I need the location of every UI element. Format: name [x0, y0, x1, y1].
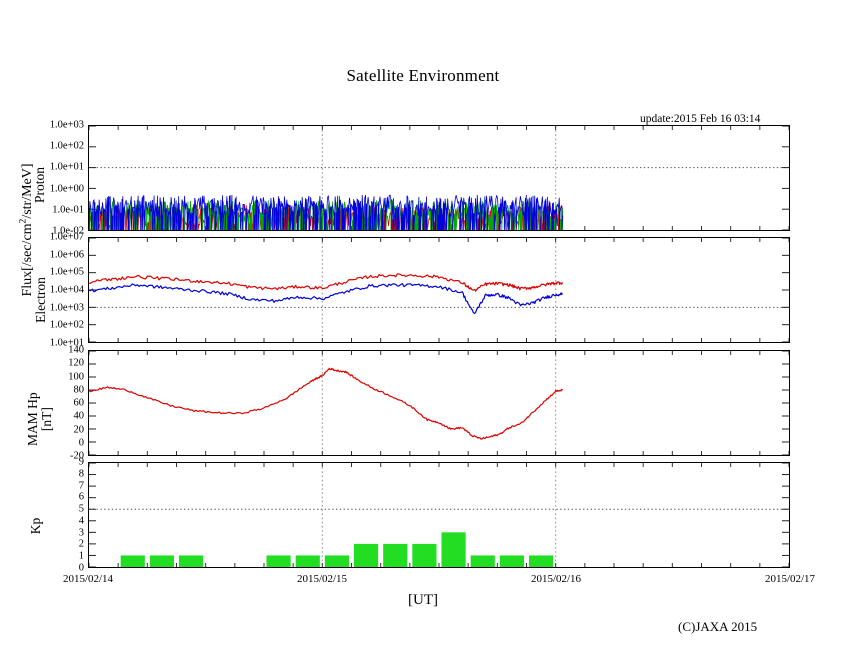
kp-bar [324, 555, 349, 567]
y-tick-label: 1.0e+02 [49, 140, 84, 152]
y-tick-label: -20 [70, 450, 84, 462]
y-tick-label: 9 [78, 456, 84, 468]
kp-bar [383, 543, 408, 567]
panel-mam-hp [88, 350, 790, 456]
y-tick-label: 8 [78, 468, 84, 480]
kp-plot-area [89, 463, 789, 567]
y-tick-label: 0 [78, 437, 84, 449]
kp-bar [470, 555, 495, 567]
kp-bar [441, 532, 466, 567]
series-mam-hp-trace [89, 368, 563, 439]
series-electron-upper [89, 274, 563, 291]
mam-hp-plot-area [89, 351, 789, 455]
kp-bar [149, 555, 174, 567]
y-tick-label: 1.0e+03 [49, 302, 84, 314]
y-tick-label: 3 [78, 527, 84, 539]
y-tick-label: 1.0e+02 [49, 319, 84, 331]
kp-bar [354, 543, 379, 567]
y-tick-label: 1.0e-02 [52, 225, 84, 237]
y-tick-label: 140 [68, 344, 84, 356]
y-tick-label: 80 [73, 384, 85, 396]
panel-kp-index [88, 462, 790, 568]
y-tick-label: 5 [78, 503, 84, 515]
y-tick-label: 1.0e+04 [49, 284, 84, 296]
panel-proton-flux [88, 125, 790, 231]
series-proton-low-energy [89, 195, 563, 230]
y-tick-label: 4 [78, 515, 84, 527]
page-title: Satellite Environment [346, 66, 500, 85]
y-tick-label: 20 [73, 424, 85, 435]
y-tick-label: 2 [78, 538, 84, 550]
y-tick-label: 1 [78, 550, 84, 562]
y-tick-label: 120 [68, 357, 84, 369]
y-tick-label: 60 [73, 397, 85, 409]
y-tick-label: 100 [68, 371, 84, 382]
y-tick-label: 6 [78, 491, 84, 503]
x-tick-label: 2015/02/16 [530, 573, 582, 585]
kp-bar [529, 555, 554, 567]
panel-electron-flux [88, 237, 790, 343]
x-axis-title: [UT] [408, 592, 438, 608]
proton-axis-label: Proton [32, 167, 47, 204]
y-tick-label: 40 [73, 410, 85, 422]
update-timestamp: update:2015 Feb 16 03:14 [640, 113, 761, 125]
kp-axis-label: Kp [28, 517, 43, 535]
mam-hp-axis-label: MAM Hp [nT] [24, 392, 54, 446]
kp-bar [499, 555, 524, 567]
y-tick-label: 1.0e-01 [52, 204, 84, 216]
series-electron-lower [89, 284, 563, 314]
y-tick-label: 7 [78, 480, 84, 492]
kp-bar [179, 555, 204, 567]
copyright-notice: (C)JAXA 2015 [678, 619, 758, 634]
y-tick-label: 1.0e+05 [49, 266, 84, 278]
y-tick-label: 1.0e+07 [49, 231, 84, 243]
y-tick-label: 1.0e+01 [49, 337, 84, 349]
y-tick-label: 1.0e+00 [49, 183, 84, 195]
x-tick-label: 2015/02/17 [764, 573, 816, 585]
x-tick-label: 2015/02/15 [296, 573, 348, 585]
y-tick-label: 1.0e+01 [49, 161, 84, 173]
y-tick-label: 1.0e+06 [49, 249, 84, 261]
y-tick-label: 1.0e+03 [49, 119, 84, 131]
x-tick-label: 2015/02/14 [62, 573, 114, 585]
kp-bar [266, 555, 291, 567]
kp-bar [412, 543, 437, 567]
kp-bar [295, 555, 320, 567]
kp-bar [120, 555, 145, 567]
y-tick-label: 0 [78, 562, 84, 574]
proton-plot-area [89, 126, 789, 230]
electron-plot-area [89, 238, 789, 342]
electron-axis-label: Electron [33, 277, 48, 323]
